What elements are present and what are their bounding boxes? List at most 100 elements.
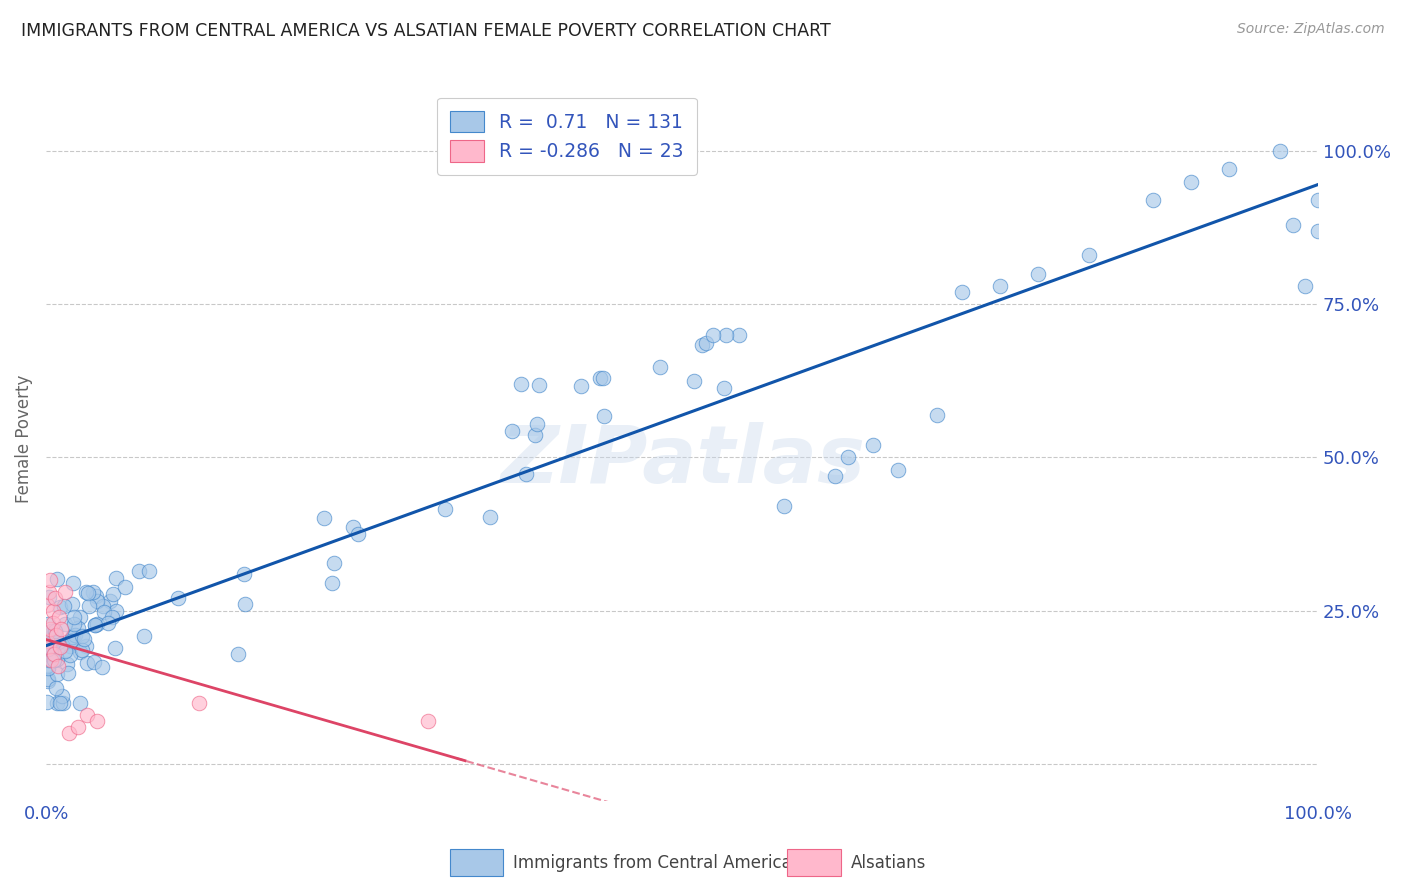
Point — [91, 599, 114, 613]
Point — [69, 645, 91, 659]
Text: ZIPatlas: ZIPatlas — [499, 422, 865, 500]
Point — [37, 695, 59, 709]
Point — [233, 567, 256, 582]
Point — [824, 468, 846, 483]
Point — [38, 590, 60, 604]
Point — [862, 438, 884, 452]
Point — [39, 640, 62, 655]
Point — [46, 667, 69, 681]
Point — [62, 597, 84, 611]
Point — [37, 598, 59, 612]
Point — [37, 646, 59, 660]
Point — [66, 720, 89, 734]
Point — [104, 641, 127, 656]
Text: Source: ZipAtlas.com: Source: ZipAtlas.com — [1237, 22, 1385, 37]
Point — [1281, 218, 1303, 232]
Point — [70, 629, 93, 643]
Point — [527, 378, 550, 392]
Point — [42, 643, 65, 657]
Point — [713, 381, 735, 395]
Point — [233, 597, 256, 611]
Point — [37, 617, 59, 632]
Point — [59, 639, 82, 653]
Point — [37, 642, 59, 657]
Point — [45, 681, 67, 695]
Point — [84, 618, 107, 632]
Point — [728, 327, 751, 342]
Point — [501, 424, 523, 438]
Point — [347, 527, 370, 541]
Point — [416, 714, 439, 728]
Point — [479, 510, 502, 524]
Point — [63, 628, 86, 642]
Point — [62, 630, 84, 644]
Point — [42, 648, 65, 662]
Point — [55, 644, 77, 658]
Point — [1026, 267, 1049, 281]
Point — [58, 648, 80, 662]
Point — [837, 450, 859, 465]
Point — [322, 556, 344, 570]
Point — [187, 696, 209, 710]
Point — [84, 618, 107, 632]
Point — [1268, 144, 1291, 158]
Point — [49, 696, 72, 710]
Point — [70, 643, 93, 657]
Point — [524, 427, 547, 442]
Point — [104, 604, 127, 618]
Point — [128, 564, 150, 578]
Point — [41, 642, 63, 657]
Y-axis label: Female Poverty: Female Poverty — [15, 375, 32, 503]
Point — [37, 658, 59, 673]
Point — [571, 379, 593, 393]
Point — [314, 511, 336, 525]
Point — [44, 591, 66, 606]
Point — [134, 629, 156, 643]
Point — [41, 632, 63, 647]
Point — [39, 624, 62, 639]
Point — [44, 624, 66, 639]
Point — [62, 576, 84, 591]
Point — [38, 634, 60, 648]
Point — [683, 375, 706, 389]
Point — [593, 409, 616, 423]
Point — [53, 617, 76, 632]
Point — [52, 696, 75, 710]
Point — [1142, 193, 1164, 207]
Point — [51, 622, 73, 636]
Point — [38, 585, 60, 599]
Point — [69, 696, 91, 710]
Point — [714, 328, 737, 343]
Point — [83, 655, 105, 669]
Point — [37, 661, 59, 675]
Point — [73, 632, 96, 646]
Point — [342, 520, 364, 534]
Point — [509, 377, 531, 392]
Point — [226, 647, 249, 661]
Text: IMMIGRANTS FROM CENTRAL AMERICA VS ALSATIAN FEMALE POVERTY CORRELATION CHART: IMMIGRANTS FROM CENTRAL AMERICA VS ALSAT… — [21, 22, 831, 40]
Point — [42, 653, 65, 667]
Point — [37, 634, 59, 648]
Point — [58, 726, 80, 740]
Point — [38, 640, 60, 655]
Point — [1308, 224, 1330, 238]
Point — [38, 652, 60, 666]
Point — [41, 604, 63, 618]
Point — [433, 502, 456, 516]
Point — [79, 599, 101, 613]
Point — [100, 610, 122, 624]
Point — [887, 463, 910, 477]
Point — [45, 628, 67, 642]
Point — [114, 580, 136, 594]
Point — [592, 371, 614, 385]
Point — [648, 360, 671, 375]
Point — [39, 653, 62, 667]
Point — [46, 696, 69, 710]
Point — [104, 570, 127, 584]
Point — [1294, 278, 1316, 293]
Point — [76, 656, 98, 670]
Point — [51, 689, 73, 703]
Point — [62, 617, 84, 632]
Point — [101, 587, 124, 601]
Point — [46, 572, 69, 586]
